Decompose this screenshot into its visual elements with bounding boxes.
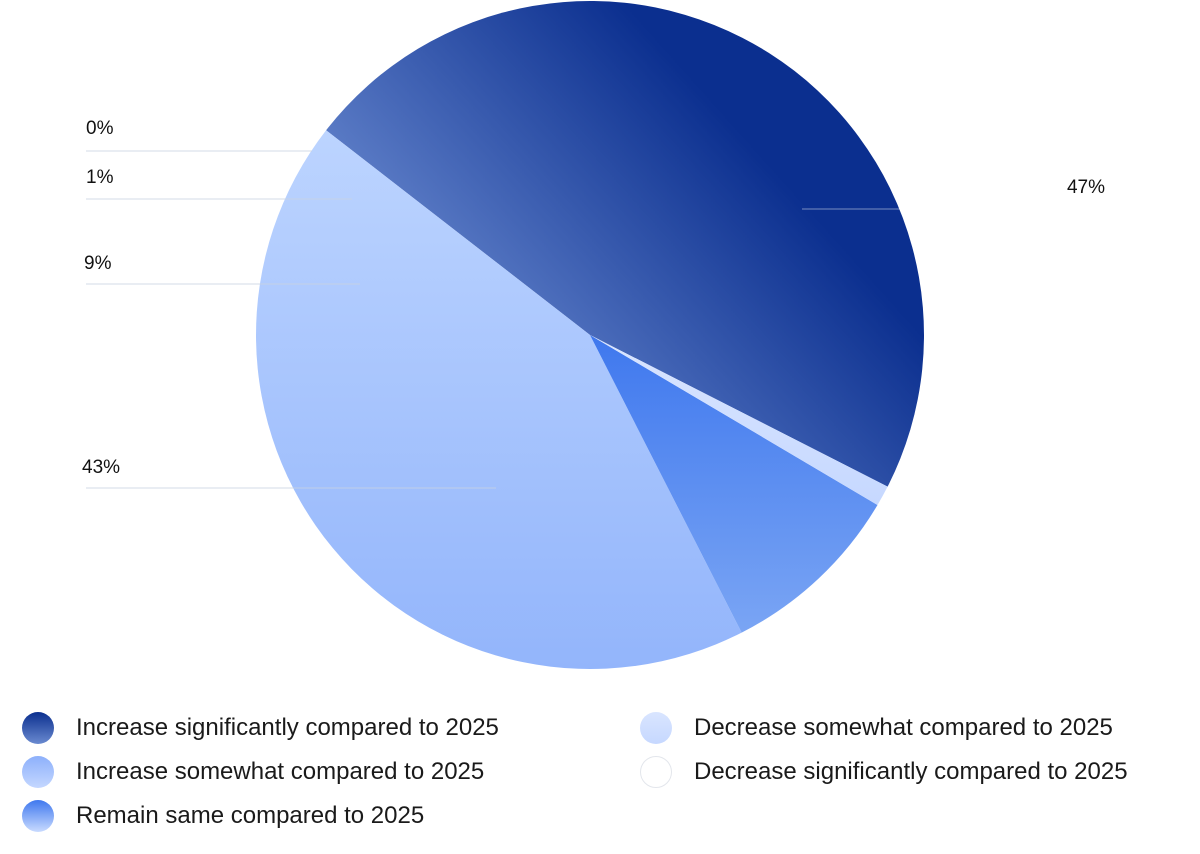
legend-item-decrease-somewhat: Decrease somewhat compared to 2025 <box>640 712 1113 744</box>
legend-label-remain-same: Remain same compared to 2025 <box>76 802 425 829</box>
data-label-remain-same: 9% <box>84 253 112 274</box>
legend-label-increase-significantly: Increase significantly compared to 2025 <box>76 714 499 741</box>
pie-slice-decrease-somewhat <box>590 335 888 506</box>
legend-swatch-increase-somewhat <box>22 756 54 788</box>
data-label-decrease-somewhat: 1% <box>86 167 114 188</box>
data-label-increase-significantly: 47% <box>1067 177 1105 198</box>
legend-label-increase-somewhat: Increase somewhat compared to 2025 <box>76 758 485 785</box>
legend-swatch-increase-significantly <box>22 712 54 744</box>
data-label-increase-somewhat: 43% <box>82 457 120 478</box>
pie-chart: 47% 43% 9% 1% 0% <box>82 0 1112 670</box>
legend-swatch-decrease-significantly <box>640 756 672 788</box>
chart-legend: Increase significantly compared to 2025 … <box>22 712 1192 842</box>
legend-label-decrease-somewhat: Decrease somewhat compared to 2025 <box>694 714 1113 741</box>
legend-swatch-decrease-somewhat <box>640 712 672 744</box>
legend-item-decrease-significantly: Decrease significantly compared to 2025 <box>640 756 1128 788</box>
pie-slice-remain-same <box>590 335 878 633</box>
pie-labels: 47% 43% 9% 1% 0% <box>82 118 1105 478</box>
pie-slice-increase-significantly <box>326 0 925 487</box>
legend-item-increase-significantly: Increase significantly compared to 2025 <box>22 712 499 744</box>
legend-item-increase-somewhat: Increase somewhat compared to 2025 <box>22 756 484 788</box>
pie-slices <box>255 0 925 670</box>
legend-swatch-remain-same <box>22 800 54 832</box>
pie-leader-lines <box>86 150 1112 489</box>
pie-slice-increase-somewhat <box>255 130 742 670</box>
data-label-decrease-significantly: 0% <box>86 118 114 139</box>
legend-item-remain-same: Remain same compared to 2025 <box>22 800 424 832</box>
legend-label-decrease-significantly: Decrease significantly compared to 2025 <box>694 758 1128 785</box>
